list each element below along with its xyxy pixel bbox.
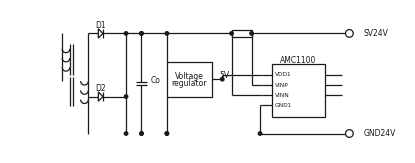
Circle shape [140, 32, 143, 35]
Circle shape [165, 32, 168, 35]
Circle shape [140, 132, 143, 135]
Circle shape [165, 132, 168, 135]
Circle shape [124, 95, 128, 98]
Circle shape [346, 30, 353, 37]
Bar [232, 30, 251, 37]
Text: GND24V: GND24V [364, 129, 396, 138]
Text: D1: D1 [95, 21, 106, 30]
Circle shape [165, 132, 168, 135]
Text: AMC1100: AMC1100 [281, 56, 317, 65]
Circle shape [124, 132, 128, 135]
Circle shape [140, 32, 143, 35]
Text: GND1: GND1 [275, 103, 292, 108]
Text: VINN: VINN [275, 93, 289, 97]
Circle shape [124, 32, 128, 35]
Text: D2: D2 [95, 84, 106, 93]
Text: Voltage: Voltage [175, 72, 204, 81]
Circle shape [221, 78, 224, 81]
Text: SV24V: SV24V [364, 29, 389, 38]
Circle shape [346, 130, 353, 137]
Text: VINP: VINP [275, 82, 288, 88]
Circle shape [230, 32, 233, 35]
Circle shape [250, 32, 253, 35]
Polygon shape [98, 92, 103, 101]
Bar [272, 64, 325, 117]
Text: VDD1: VDD1 [275, 73, 291, 77]
Text: Co: Co [151, 76, 161, 85]
Polygon shape [98, 29, 103, 38]
Text: regulator: regulator [171, 79, 207, 88]
Circle shape [140, 132, 143, 135]
Circle shape [259, 132, 262, 135]
Bar [167, 62, 212, 96]
Text: 5V: 5V [220, 71, 229, 80]
